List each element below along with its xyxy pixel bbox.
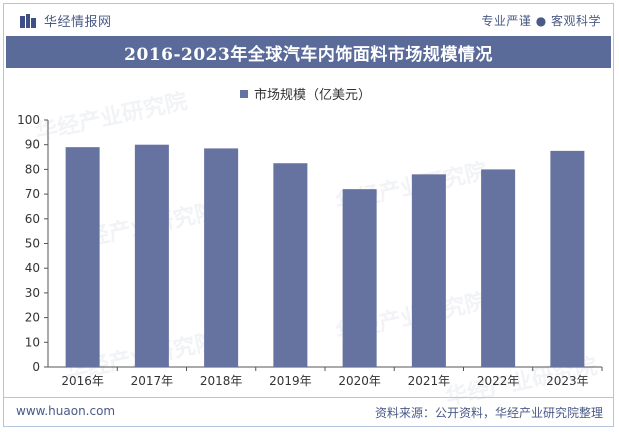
y-tick-label: 0 (32, 360, 40, 374)
y-tick-label: 90 (25, 138, 40, 152)
footer-source: 资料来源：公开资料，华经产业研究院整理 (374, 406, 603, 420)
x-tick-label: 2017年 (131, 374, 174, 388)
chart-title: 2016-2023年全球汽车内饰面料市场规模情况 (124, 44, 493, 65)
x-tick-label: 2020年 (338, 374, 381, 388)
y-tick-label: 80 (25, 162, 40, 176)
y-tick-label: 50 (25, 237, 40, 251)
legend-label: 市场规模（亿美元） (254, 87, 371, 103)
x-tick-label: 2023年 (546, 374, 589, 388)
bar (273, 163, 308, 367)
title-band: 2016-2023年全球汽车内饰面料市场规模情况 (6, 36, 611, 68)
bar (342, 189, 377, 367)
bar (65, 147, 100, 367)
x-tick-label: 2021年 (408, 374, 451, 388)
legend-swatch (240, 90, 248, 98)
x-tick-label: 2016年 (61, 374, 104, 388)
bar-chart: 市场规模（亿美元） 0 10 20 30 40 50 60 70 80 90 100 2016年 2017… (17, 87, 603, 388)
x-tick-label: 2022年 (477, 374, 520, 388)
y-tick-label: 10 (25, 335, 40, 349)
y-tick-label: 20 (25, 311, 40, 325)
brand: 华经情报网 (20, 11, 112, 30)
bar (134, 144, 169, 367)
chart-frame: 华经情报网 专业严谨 ● 客观科学 2016-2023年全球汽车内饰面料市场规模… (3, 3, 614, 427)
y-tick-label: 60 (25, 212, 40, 226)
brand-name: 华经情报网 (44, 15, 112, 30)
chart-area: 市场规模（亿美元） 0 10 20 30 40 50 60 70 80 90 100 2016年 2017… (4, 68, 615, 398)
bar (481, 169, 516, 367)
top-bar: 华经情报网 专业严谨 ● 客观科学 (4, 4, 613, 34)
y-tick-label: 30 (25, 286, 40, 300)
x-tick-label: 2019年 (269, 374, 312, 388)
brand-logo-icon (20, 13, 36, 28)
slogan: 专业严谨 ● 客观科学 (481, 14, 601, 28)
x-tick-label: 2018年 (200, 374, 243, 388)
bar (204, 148, 239, 367)
bar (411, 174, 446, 367)
y-tick-label: 70 (25, 187, 40, 201)
bar (550, 150, 585, 367)
footer-url[interactable]: www.huaon.com (16, 404, 116, 418)
footer: www.huaon.com 资料来源：公开资料，华经产业研究院整理 (4, 397, 613, 426)
y-tick-label: 40 (25, 261, 40, 275)
y-tick-label: 100 (17, 113, 40, 127)
